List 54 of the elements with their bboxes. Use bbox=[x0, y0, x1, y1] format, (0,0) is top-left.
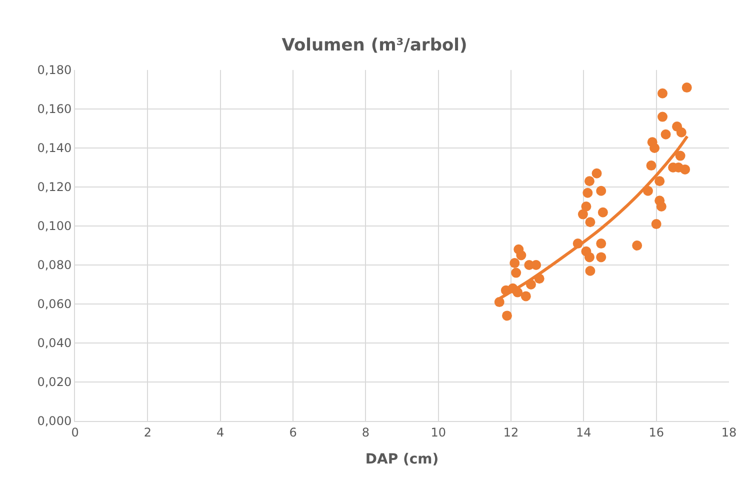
y-tick-label: 0,040 bbox=[37, 336, 72, 350]
y-tick-label: 0,140 bbox=[37, 141, 72, 156]
y-tick-label: 0,160 bbox=[37, 102, 72, 116]
x-tick-label: 16 bbox=[648, 425, 664, 440]
y-tick-label: 0,060 bbox=[37, 297, 72, 312]
x-tick-label: 0 bbox=[71, 425, 79, 440]
x-tick-label: 18 bbox=[721, 425, 737, 440]
point bbox=[592, 168, 602, 178]
y-tick-label: 0,120 bbox=[37, 180, 72, 194]
y-tick-label: 0,100 bbox=[37, 219, 72, 234]
point bbox=[658, 88, 668, 98]
chart-title: Volumen (m³/arbol) bbox=[282, 35, 468, 56]
point bbox=[502, 310, 512, 321]
point bbox=[584, 252, 594, 262]
point bbox=[516, 250, 526, 260]
point bbox=[598, 207, 608, 218]
point bbox=[646, 160, 656, 171]
point bbox=[660, 129, 671, 140]
x-axis-title: DAP (cm) bbox=[365, 452, 439, 468]
point bbox=[584, 176, 594, 186]
point bbox=[511, 268, 522, 278]
y-tick-label: 0,080 bbox=[37, 258, 72, 272]
point bbox=[520, 291, 531, 302]
point bbox=[596, 238, 606, 249]
point bbox=[585, 217, 596, 228]
point bbox=[651, 219, 662, 230]
point bbox=[596, 252, 606, 262]
y-tick-label: 0,020 bbox=[37, 375, 72, 390]
point bbox=[680, 164, 690, 174]
x-tick-label: 12 bbox=[503, 425, 519, 440]
y-tick-label: 0,000 bbox=[37, 414, 72, 428]
point bbox=[581, 202, 592, 212]
x-tick-label: 4 bbox=[216, 425, 224, 440]
point bbox=[656, 202, 666, 212]
point bbox=[675, 150, 686, 161]
y-tick-label: 0,180 bbox=[37, 63, 72, 78]
point bbox=[658, 112, 668, 122]
x-tick-label: 2 bbox=[144, 425, 152, 440]
point bbox=[524, 260, 534, 270]
point bbox=[650, 143, 660, 153]
point bbox=[510, 258, 520, 268]
point bbox=[582, 188, 593, 198]
x-tick-label: 14 bbox=[576, 425, 592, 440]
point bbox=[632, 240, 642, 250]
point bbox=[578, 209, 588, 220]
point bbox=[654, 176, 665, 186]
point bbox=[676, 127, 686, 138]
point bbox=[682, 82, 692, 93]
point bbox=[596, 186, 606, 196]
x-tick-label: 10 bbox=[430, 425, 446, 440]
point bbox=[494, 297, 504, 308]
x-tick-label: 8 bbox=[362, 425, 370, 440]
point bbox=[585, 266, 596, 276]
x-tick-label: 6 bbox=[289, 425, 297, 440]
